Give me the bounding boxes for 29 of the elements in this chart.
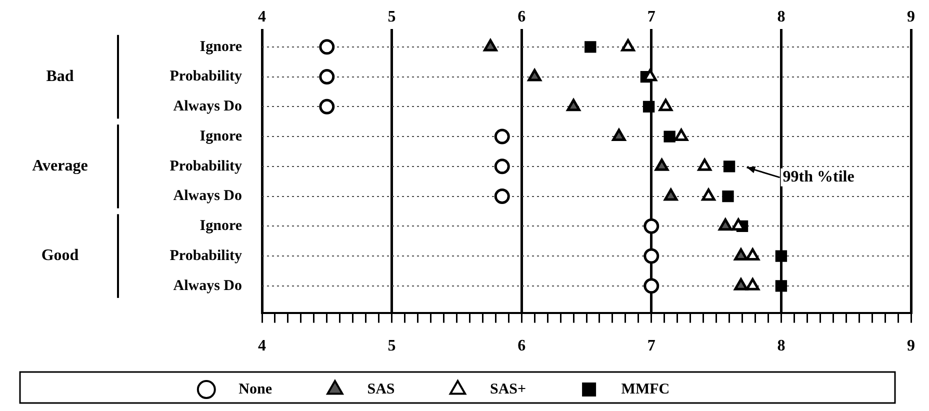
y-tick-label: Ignore <box>200 218 242 234</box>
y-tick-label: Always Do <box>173 188 242 204</box>
x-tick-label: 5 <box>388 8 396 26</box>
legend-label: SAS <box>348 381 440 398</box>
x2-tick-label: 8 <box>777 338 786 355</box>
y-tick-label: Ignore <box>200 128 242 144</box>
x-tick-label: 7 <box>647 8 656 26</box>
text: Bad <box>46 68 74 85</box>
x-tick-label: 6 <box>518 8 526 26</box>
x2-tick-label: 6 <box>518 338 526 355</box>
legend-label: SAS+ <box>471 381 572 398</box>
x-tick-label: 8 <box>777 8 786 26</box>
x2-tick-label: 7 <box>647 338 656 355</box>
x2-tick-label: 5 <box>388 338 396 355</box>
legend-label: None <box>220 381 317 398</box>
annotation: 99th %tile <box>782 168 854 186</box>
legend-label: MMFC <box>602 381 715 398</box>
text: Good <box>41 247 79 264</box>
y-tick-label: Probability <box>170 68 242 85</box>
y-tick-label: Ignore <box>200 38 242 55</box>
x2-tick-label: 4 <box>258 338 266 355</box>
x2-tick-label: 9 <box>907 338 915 355</box>
y-tick-label: Always Do <box>173 278 242 294</box>
y-tick-label: Probability <box>170 158 242 174</box>
x-tick-label: 9 <box>907 8 915 26</box>
x-tick-label: 4 <box>258 8 266 26</box>
text: Average <box>32 158 88 175</box>
y-tick-label: Probability <box>170 248 242 264</box>
y-tick-label: Always Do <box>173 98 242 115</box>
